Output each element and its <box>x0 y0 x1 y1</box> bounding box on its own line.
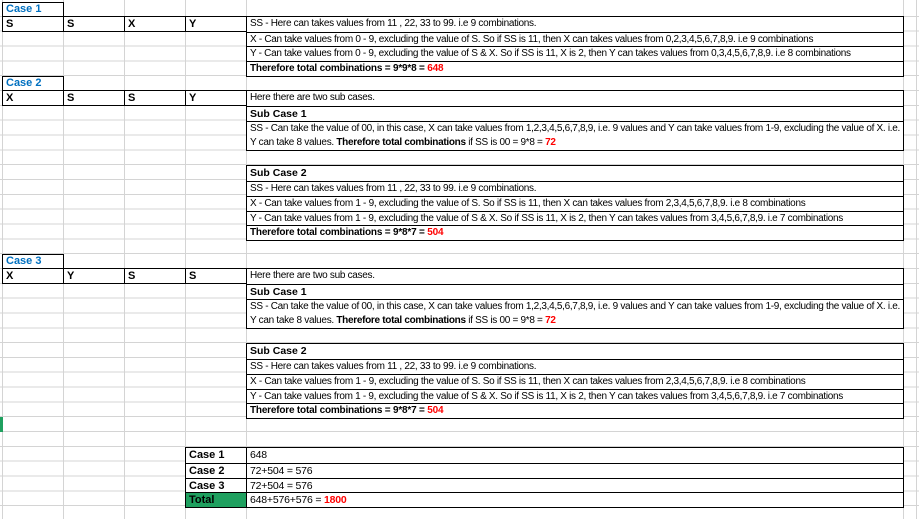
case3-subcase2-ss[interactable]: SS - Here can takes values from 11 , 22,… <box>247 358 903 374</box>
case2-title-cell[interactable]: Case 2 <box>2 76 64 91</box>
summary-value-case2[interactable]: 72+504 = 576 <box>247 462 903 478</box>
letter-cell[interactable]: S <box>124 267 186 284</box>
case1-line-y[interactable]: Y - Can take values from 0 - 9, excludin… <box>247 46 903 61</box>
case2-subcase2-y[interactable]: Y - Can take values from 1 - 9, excludin… <box>247 210 903 226</box>
summary-label-case1[interactable]: Case 1 <box>189 448 225 461</box>
summary-value-column: 648 72+504 = 576 72+504 = 576 648+576+57… <box>246 446 904 509</box>
summary-label-column: Case 1 Case 2 Case 3 Total <box>185 446 247 509</box>
summary-total-label[interactable]: Total <box>186 492 246 508</box>
gridline-vertical <box>124 0 125 519</box>
gridline-vertical <box>246 0 247 519</box>
case3-subcase1-title[interactable]: Sub Case 1 <box>247 283 903 299</box>
case1-letters-row: S S X Y <box>2 15 247 32</box>
gridline-vertical <box>916 0 917 519</box>
case3-subcase2-y[interactable]: Y - Can take values from 1 - 9, excludin… <box>247 388 903 404</box>
summary-total-value[interactable]: 648+576+576 = 1800 <box>247 492 903 507</box>
case2-subcase1-title[interactable]: Sub Case 1 <box>247 105 903 121</box>
summary-label-case3[interactable]: Case 3 <box>186 477 246 493</box>
summary-value-case1[interactable]: 648 <box>250 448 267 461</box>
case2-subcase2-x[interactable]: X - Can take values from 1 - 9, excludin… <box>247 195 903 211</box>
case3-subcase2-title[interactable]: Sub Case 2 <box>250 345 307 358</box>
summary-label-case2[interactable]: Case 2 <box>186 462 246 478</box>
letter-cell[interactable]: Y <box>185 15 247 32</box>
letter-cell[interactable]: S <box>63 15 125 32</box>
case2-letters-row: X S S Y <box>2 89 247 106</box>
case2-subcase2-block: Sub Case 2 SS - Here can takes values fr… <box>246 165 904 242</box>
case3-subcase1-block: Here there are two sub cases. Sub Case 1… <box>246 267 904 330</box>
letter-cell[interactable]: S <box>185 267 247 284</box>
summary-value-case3[interactable]: 72+504 = 576 <box>247 477 903 493</box>
letter-cell[interactable]: X <box>2 89 64 106</box>
letter-cell[interactable]: X <box>2 267 64 284</box>
case2-intro[interactable]: Here there are two sub cases. <box>250 91 375 103</box>
letter-cell[interactable]: S <box>63 89 125 106</box>
case1-text-block: SS - Here can takes values from 11 , 22,… <box>246 15 904 78</box>
case2-subcase1-body[interactable]: SS - Can take the value of 00, in this c… <box>247 120 903 151</box>
case1-line-ss[interactable]: SS - Here can takes values from 11 , 22,… <box>250 17 537 29</box>
case3-subcase2-total[interactable]: Therefore total combinations = 9*8*7 = 5… <box>247 403 903 418</box>
gridline-vertical <box>185 0 186 519</box>
case2-subcase2-ss[interactable]: SS - Here can takes values from 11 , 22,… <box>247 180 903 196</box>
case1-line-x[interactable]: X - Can take values from 0 - 9, excludin… <box>247 31 903 47</box>
letter-cell[interactable]: X <box>124 15 186 32</box>
gridline-vertical <box>903 0 904 519</box>
green-marker-cell[interactable] <box>0 417 3 433</box>
case3-subcase2-block: Sub Case 2 SS - Here can takes values fr… <box>246 343 904 420</box>
case3-intro[interactable]: Here there are two sub cases. <box>250 269 375 281</box>
case1-title-cell[interactable]: Case 1 <box>2 2 64 17</box>
case3-subcase1-body[interactable]: SS - Can take the value of 00, in this c… <box>247 298 903 329</box>
case2-subcase1-block: Here there are two sub cases. Sub Case 1… <box>246 89 904 152</box>
case1-line-total[interactable]: Therefore total combinations = 9*9*8 = 6… <box>247 61 903 76</box>
case3-title-cell[interactable]: Case 3 <box>2 254 64 269</box>
letter-cell[interactable]: Y <box>63 267 125 284</box>
letter-cell[interactable]: S <box>124 89 186 106</box>
letter-cell[interactable]: S <box>2 15 64 32</box>
case2-subcase2-total[interactable]: Therefore total combinations = 9*8*7 = 5… <box>247 225 903 240</box>
letter-cell[interactable]: Y <box>185 89 247 106</box>
case3-subcase2-x[interactable]: X - Can take values from 1 - 9, excludin… <box>247 373 903 389</box>
case2-subcase2-title[interactable]: Sub Case 2 <box>250 167 307 180</box>
case3-letters-row: X Y S S <box>2 267 247 284</box>
